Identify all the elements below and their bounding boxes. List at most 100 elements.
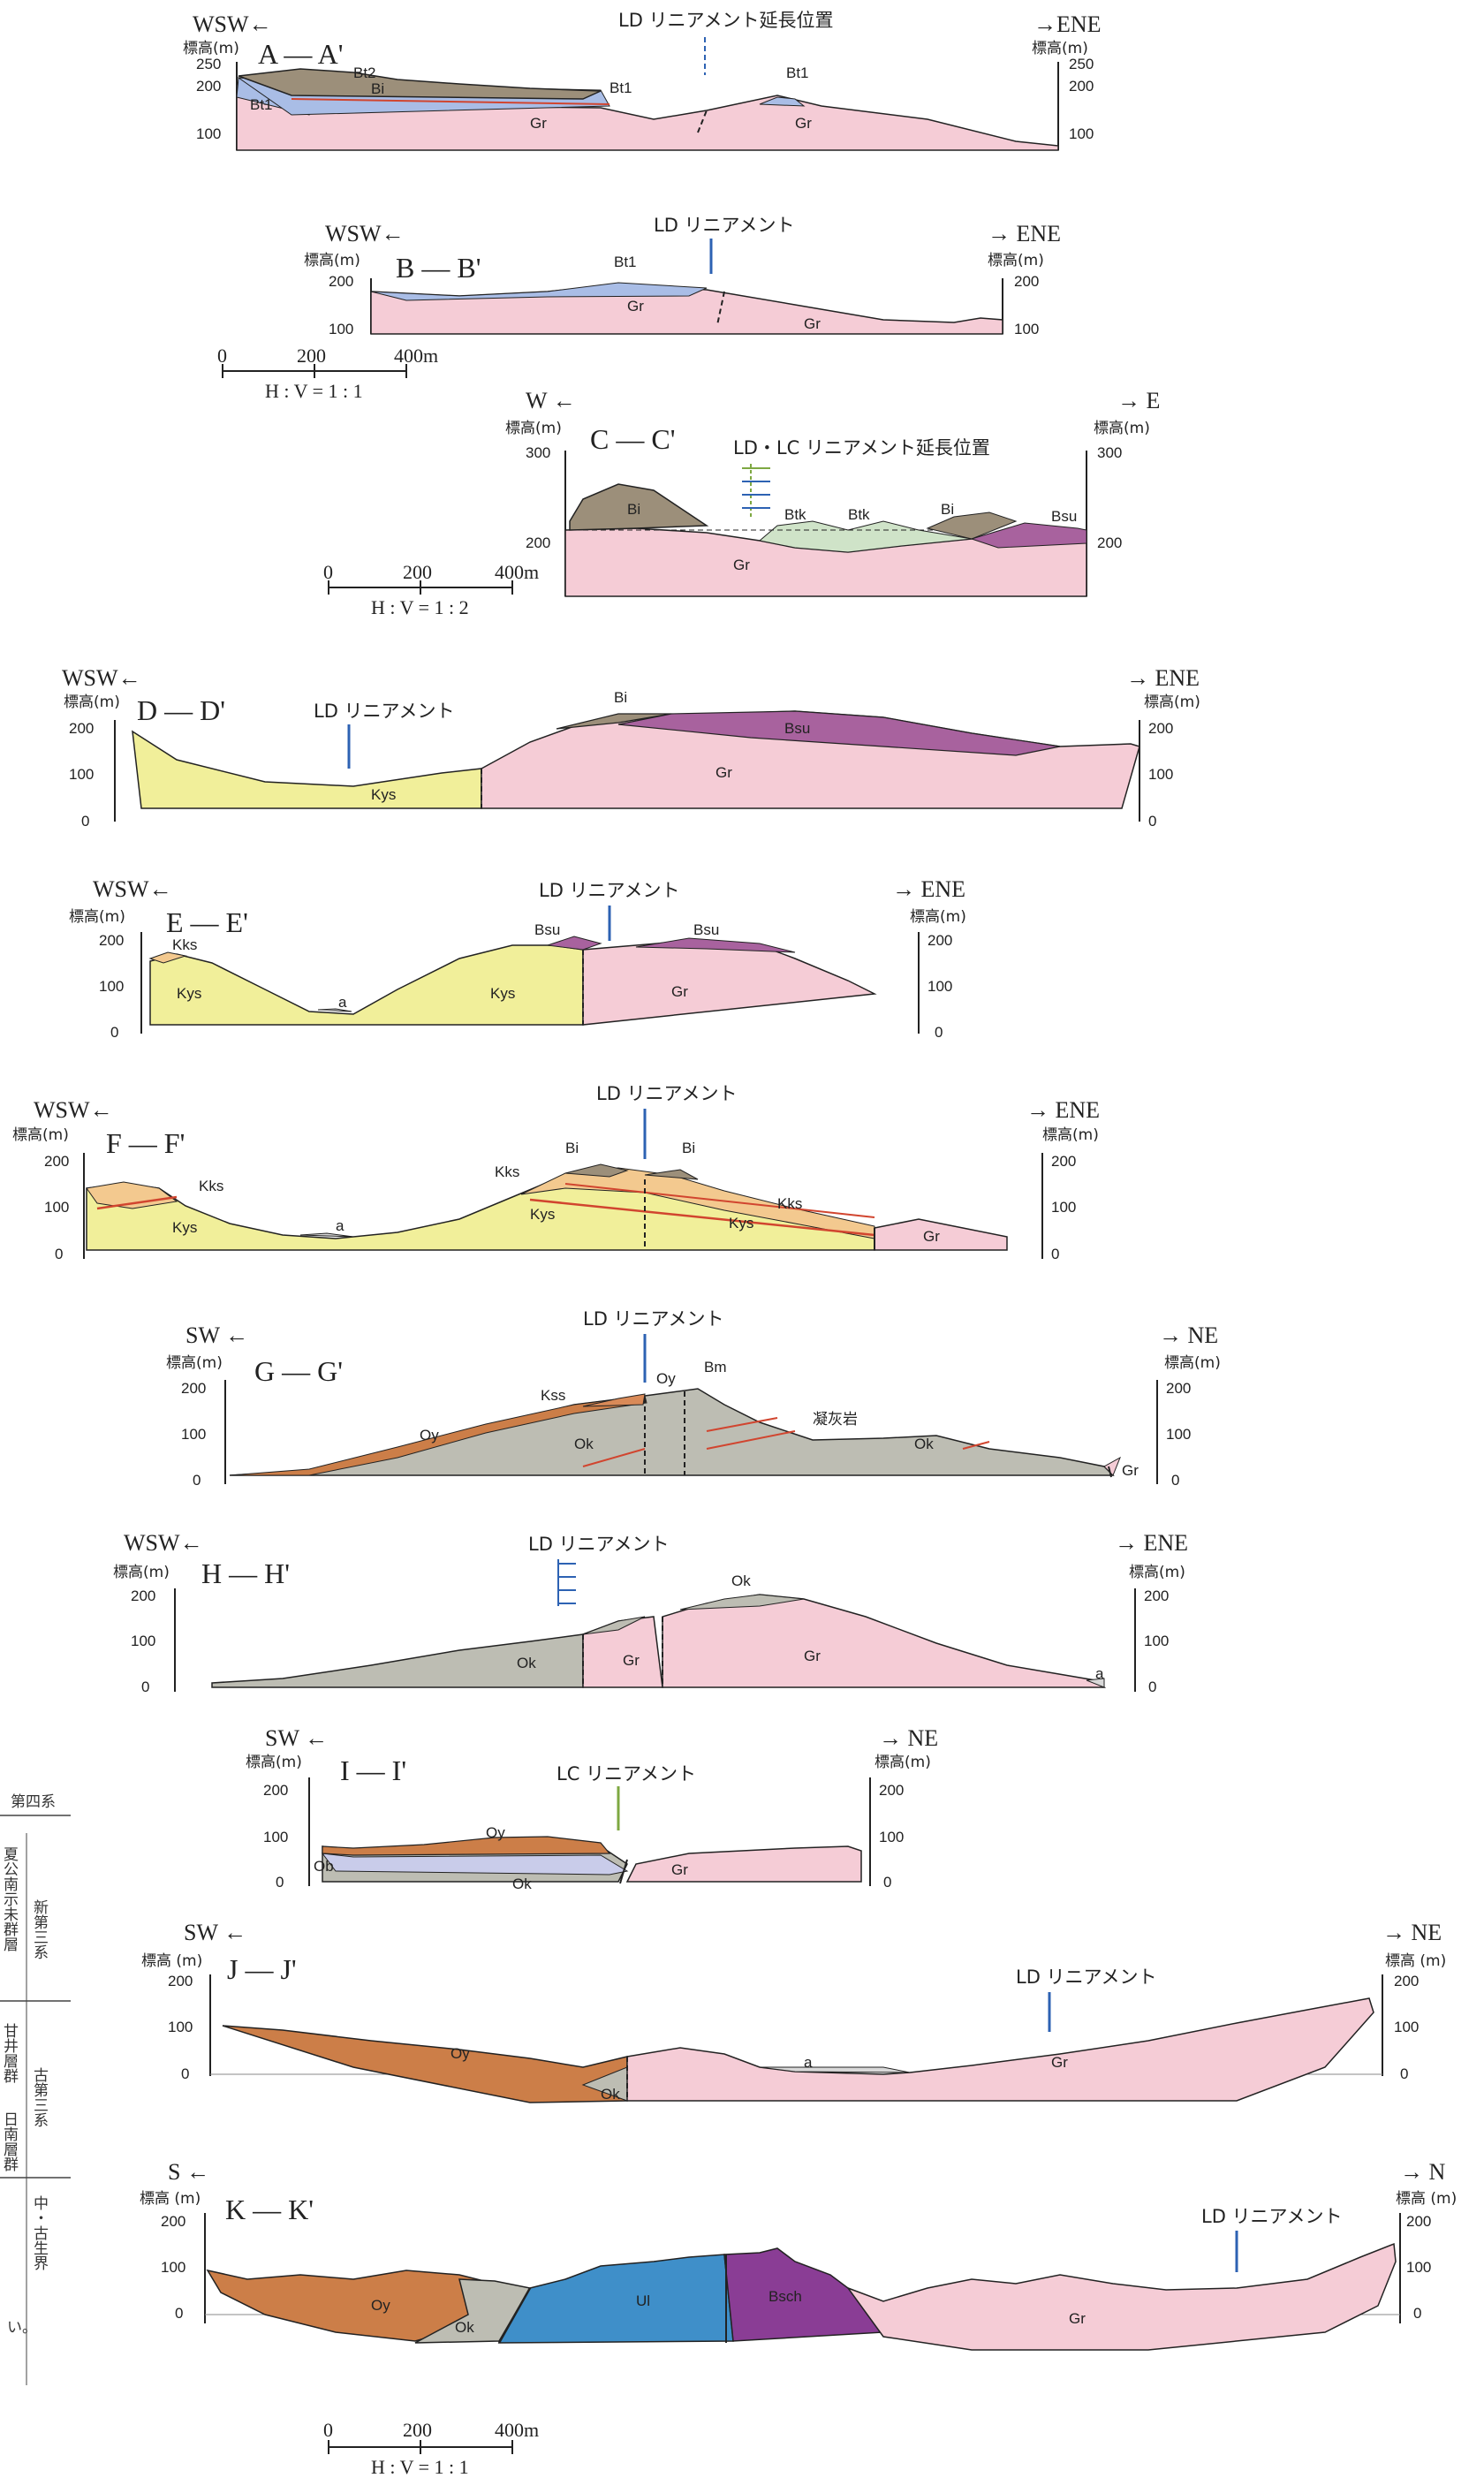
section-k-tick: 200 <box>161 2213 186 2230</box>
section-h-tick: 200 <box>131 1588 155 1604</box>
section-i-axis-label-right: 標高(m) <box>874 1754 931 1771</box>
section-h-tick: 200 <box>1144 1588 1169 1604</box>
section-j-left-dir: SW ← <box>184 1920 246 1945</box>
section-g: SW ← → NE 標高(m) 標高(m) G — G' LD リニアメント 2… <box>166 1308 1221 1489</box>
label-kys: Kys <box>177 985 201 1002</box>
label-oy: Oy <box>486 1824 505 1841</box>
label-ul: Ul <box>636 2292 650 2309</box>
section-b-lineament-label: LD リニアメント <box>654 215 795 236</box>
label-bi: Bi <box>941 501 954 518</box>
label-ok: Ok <box>601 2086 620 2103</box>
section-i-tick: 100 <box>879 1829 904 1845</box>
unit-oy <box>322 1836 611 1856</box>
section-d-tick: 0 <box>81 813 89 830</box>
unit-gr <box>1103 1456 1121 1476</box>
label-oy: Oy <box>450 2045 470 2062</box>
label-ok: Ok <box>455 2319 474 2336</box>
label-gr: Gr <box>1069 2310 1086 2327</box>
section-k-fault-1 <box>497 2287 532 2344</box>
section-g-left-dir: SW ← <box>186 1322 248 1348</box>
section-h-tick: 100 <box>131 1633 155 1649</box>
label-bt2: Bt2 <box>353 64 376 81</box>
section-k-axis-label-left: 標高 (m) <box>140 2190 201 2208</box>
section-j-title: J — J' <box>227 1953 297 1985</box>
label-bt1: Bt1 <box>614 254 637 270</box>
unit-gr-2 <box>662 1594 1107 1688</box>
legend-col-c: 甘井層群 <box>0 2023 19 2083</box>
section-g-contact <box>1108 1466 1112 1478</box>
section-i-fault <box>619 1859 628 1884</box>
unit-gr <box>236 82 1059 151</box>
section-b: WSW← → ENE 標高(m) 標高(m) B — B' LD リニアメント … <box>304 215 1061 337</box>
unit-bsu <box>970 522 1087 549</box>
unit-bsch <box>723 2247 885 2342</box>
section-f-axis-label-left: 標高(m) <box>12 1126 69 1144</box>
section-b-axis-label-right: 標高(m) <box>988 252 1044 269</box>
section-a-tick: 250 <box>196 56 221 72</box>
footer-mark: い。 <box>7 2319 37 2337</box>
unit-ok <box>211 1633 584 1688</box>
section-c-tick: 300 <box>526 444 550 461</box>
section-j-axis-label-left: 標高 (m) <box>141 1952 202 1970</box>
section-f-lineament-label: LD リニアメント <box>596 1083 738 1104</box>
section-a-tick: 100 <box>196 125 221 142</box>
section-c-left-dir: W ← <box>526 388 576 413</box>
unit-oy <box>222 2025 628 2103</box>
section-h-axis-label-right: 標高(m) <box>1129 1564 1185 1581</box>
kks-bed-3 <box>564 1183 875 1218</box>
label-a: a <box>1095 1665 1104 1682</box>
section-i-tick: 0 <box>276 1874 284 1891</box>
label-kks: Kks <box>777 1195 802 1212</box>
legend-paleogene: 古第三系 <box>30 2067 49 2127</box>
unit-kys <box>132 730 482 809</box>
section-g-tick: 100 <box>181 1426 206 1443</box>
label-btk: Btk <box>784 506 806 523</box>
legend-col-b: 日南層群 <box>0 2111 19 2171</box>
unit-kks <box>148 951 187 964</box>
unit-ul <box>497 2254 734 2344</box>
section-k-lineament-label: LD リニアメント <box>1201 2206 1343 2227</box>
label-bi: Bi <box>565 1140 579 1156</box>
label-gr: Gr <box>530 115 547 132</box>
kks-bed-1 <box>96 1195 178 1210</box>
label-bt1: Bt1 <box>610 80 632 96</box>
scale-3-tick: 400m <box>495 2419 539 2441</box>
unit-bi <box>238 68 602 100</box>
label-gr: Gr <box>671 983 688 1000</box>
section-d-tick: 100 <box>69 766 94 783</box>
legend-quaternary: 第四系 <box>11 1793 56 1811</box>
section-h-left-dir: WSW← <box>124 1530 203 1556</box>
unit-gr <box>625 1845 862 1883</box>
section-j: SW ← → NE 標高 (m) 標高 (m) J — J' LD リニアメント… <box>141 1920 1446 2103</box>
section-j-tick: 200 <box>1394 1973 1419 1989</box>
unit-gr <box>626 1997 1374 2102</box>
section-g-tick: 0 <box>1171 1472 1179 1489</box>
label-gr: Gr <box>804 1648 821 1664</box>
label-kks: Kks <box>495 1163 519 1180</box>
label-bsu: Bsu <box>693 921 719 938</box>
section-b-tick: 200 <box>329 273 353 290</box>
label-gr: Gr <box>716 764 732 781</box>
legend-neogene: 新第三系 <box>30 1899 49 1959</box>
section-b-right-dir: → ENE <box>988 221 1061 246</box>
scale-bar-1: 0 200 400m H : V = 1 : 1 <box>217 345 438 402</box>
section-c-lineament-label: LD・LC リニアメント延長位置 <box>733 437 990 458</box>
label-kys: Kys <box>490 985 515 1002</box>
unit-bsu <box>547 936 602 951</box>
label-oy: Oy <box>656 1370 676 1387</box>
section-c-axis-label-left: 標高(m) <box>505 420 562 437</box>
label-bsu: Bsu <box>534 921 560 938</box>
section-g-right-dir: → NE <box>1159 1322 1218 1348</box>
label-gr: Gr <box>623 1652 640 1669</box>
section-k-tick: 0 <box>1413 2305 1421 2322</box>
section-d-tick: 100 <box>1148 766 1173 783</box>
label-a: a <box>336 1217 344 1234</box>
label-kys: Kys <box>172 1219 197 1236</box>
scale-1-tick: 0 <box>217 345 227 367</box>
section-d-title: D — D' <box>137 694 225 726</box>
section-k-tick: 0 <box>175 2305 183 2322</box>
section-e: WSW← → ENE 標高(m) 標高(m) E — E' LD リニアメント … <box>69 876 966 1041</box>
section-g-title: G — G' <box>254 1355 343 1387</box>
section-d-tick: 200 <box>69 720 94 737</box>
